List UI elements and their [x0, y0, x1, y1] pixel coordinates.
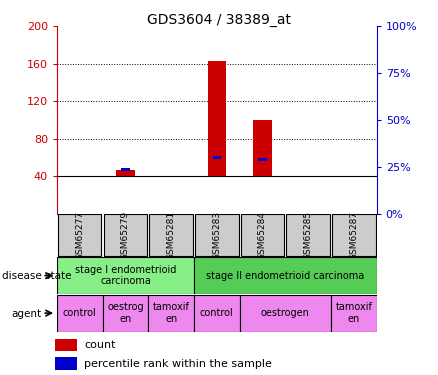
- FancyBboxPatch shape: [104, 214, 147, 256]
- Text: GSM65283: GSM65283: [212, 211, 221, 260]
- Text: GDS3604 / 38389_at: GDS3604 / 38389_at: [147, 13, 291, 27]
- Bar: [55, 339, 77, 351]
- Text: tamoxif
en: tamoxif en: [153, 302, 190, 324]
- FancyBboxPatch shape: [57, 295, 102, 332]
- Text: percentile rank within the sample: percentile rank within the sample: [84, 358, 272, 369]
- Bar: [208, 61, 226, 176]
- Text: tamoxif
en: tamoxif en: [336, 302, 372, 324]
- Text: GSM65285: GSM65285: [304, 211, 313, 260]
- FancyBboxPatch shape: [331, 295, 377, 332]
- Text: stage II endometrioid carcinoma: stage II endometrioid carcinoma: [206, 271, 364, 280]
- FancyBboxPatch shape: [286, 214, 330, 256]
- Text: control: control: [200, 308, 234, 318]
- FancyBboxPatch shape: [241, 214, 284, 256]
- Text: GSM65287: GSM65287: [350, 211, 358, 260]
- FancyBboxPatch shape: [194, 295, 240, 332]
- FancyBboxPatch shape: [194, 257, 377, 294]
- Text: GSM65281: GSM65281: [166, 211, 176, 260]
- Text: agent: agent: [12, 309, 42, 319]
- Text: GSM65284: GSM65284: [258, 211, 267, 260]
- Bar: [121, 168, 130, 171]
- FancyBboxPatch shape: [58, 214, 102, 256]
- Bar: [258, 158, 267, 161]
- FancyBboxPatch shape: [57, 257, 194, 294]
- Bar: [213, 156, 221, 159]
- FancyBboxPatch shape: [148, 295, 194, 332]
- FancyBboxPatch shape: [102, 295, 148, 332]
- FancyBboxPatch shape: [332, 214, 375, 256]
- Text: GSM65279: GSM65279: [121, 211, 130, 260]
- FancyBboxPatch shape: [240, 295, 331, 332]
- Bar: [117, 170, 134, 176]
- FancyBboxPatch shape: [195, 214, 239, 256]
- Bar: [253, 120, 272, 176]
- Text: GSM65277: GSM65277: [75, 211, 84, 260]
- FancyBboxPatch shape: [149, 214, 193, 256]
- Bar: [55, 357, 77, 370]
- Text: control: control: [63, 308, 97, 318]
- Text: disease state: disease state: [2, 271, 72, 281]
- Text: oestrogen: oestrogen: [261, 308, 310, 318]
- Text: oestrog
en: oestrog en: [107, 302, 144, 324]
- Text: count: count: [84, 340, 116, 350]
- Text: stage I endometrioid
carcinoma: stage I endometrioid carcinoma: [75, 265, 176, 286]
